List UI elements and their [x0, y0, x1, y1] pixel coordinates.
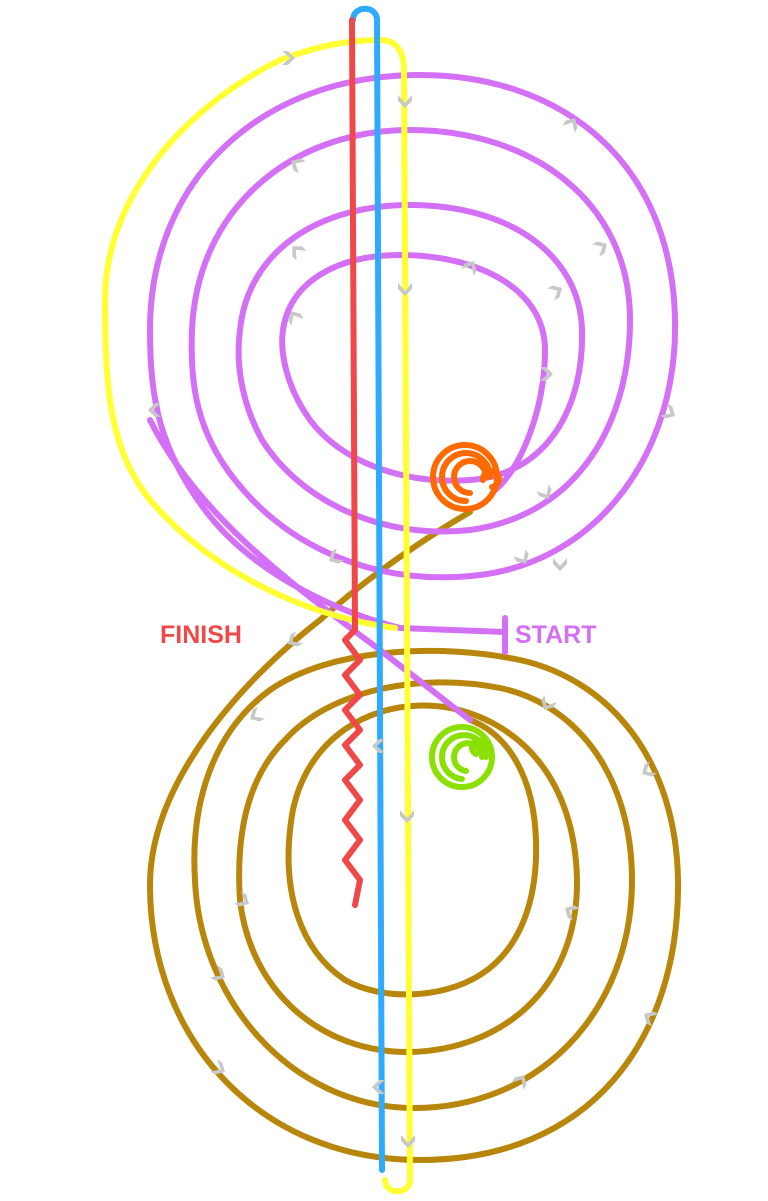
- direction-arrow-icon: [398, 95, 412, 108]
- direction-arrow-icon: [592, 241, 607, 257]
- finish-label: FINISH: [160, 621, 242, 649]
- direction-arrow-icon: [210, 965, 225, 981]
- green-target: [429, 724, 495, 790]
- purple-path: [147, 72, 679, 635]
- direction-arrow-icon: [461, 261, 477, 276]
- direction-arrow-icon: [234, 891, 249, 907]
- start-label: START: [515, 621, 596, 649]
- direction-arrow-icon: [553, 558, 567, 571]
- direction-arrow-icon: [513, 549, 529, 564]
- direction-arrow-icon: [282, 51, 295, 65]
- orange-target: [430, 442, 502, 512]
- direction-arrow-icon: [372, 739, 385, 753]
- direction-arrow-icon: [536, 484, 552, 499]
- direction-arrow-icon: [400, 810, 414, 823]
- yellow-path: [102, 37, 413, 1195]
- direction-arrow-icon: [148, 403, 161, 417]
- direction-arrow-icon: [660, 403, 675, 419]
- direction-arrow-icon: [511, 1075, 527, 1090]
- direction-arrow-icon: [329, 548, 344, 564]
- direction-arrow-icon: [210, 1059, 225, 1075]
- direction-arrow-icon: [398, 283, 412, 296]
- direction-arrow-icon: [292, 246, 307, 261]
- direction-arrow-icon: [288, 631, 303, 647]
- direction-arrow-icon: [250, 706, 265, 722]
- direction-arrow-icon: [372, 1080, 385, 1094]
- direction-arrow-icon: [541, 695, 557, 710]
- direction-arrow-icon: [401, 1135, 415, 1148]
- direction-arrow-icon: [547, 285, 562, 301]
- purple-diagonal: [147, 417, 473, 723]
- direction-arrow-icon: [540, 367, 553, 381]
- direction-arrow-icon: [642, 761, 657, 777]
- direction-arrow-icon: [288, 311, 304, 326]
- brown-path: [147, 509, 682, 1163]
- direction-arrow-icon: [565, 905, 580, 921]
- direction-arrow-icon: [644, 1011, 659, 1027]
- red-path: [342, 17, 363, 908]
- direction-arrow-icon: [291, 158, 306, 174]
- direction-arrow-icon: [562, 118, 578, 133]
- direction-arrows: [148, 51, 675, 1148]
- blue-path: [350, 5, 385, 1173]
